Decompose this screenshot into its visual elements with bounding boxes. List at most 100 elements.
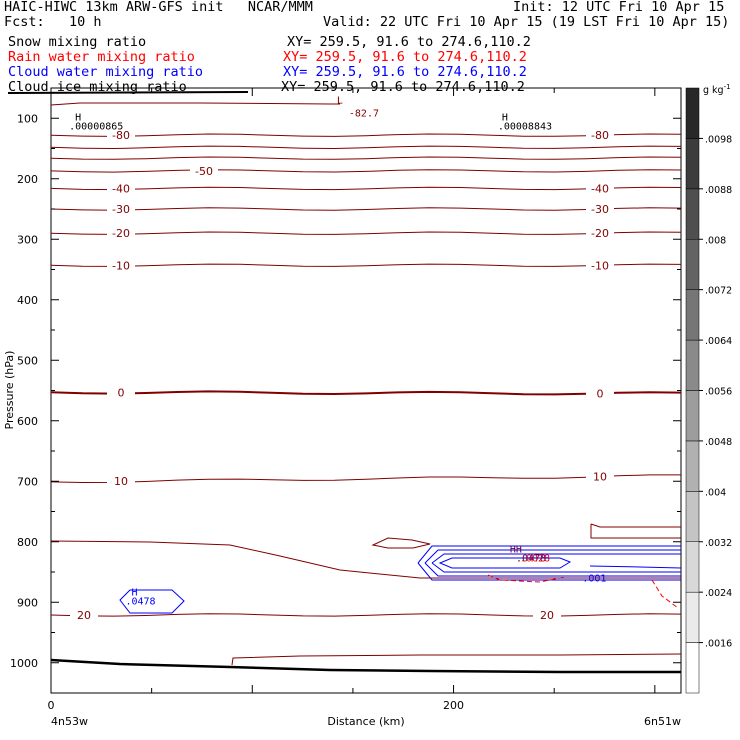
isotherm-label: -40 <box>591 182 609 195</box>
contour-annotation: .0028 <box>520 554 550 565</box>
temperature-contours: -80 -80 -50 -40 -40 -30 -30 -20 -20 -10 -10 0 0 10 10 2… <box>50 129 682 622</box>
isotherm-label: 0 <box>597 387 604 400</box>
contour-annotation: .00000865 <box>69 122 123 133</box>
isotherm-label-bg <box>586 129 614 142</box>
isotherm-label: -10 <box>591 259 609 272</box>
x-start-location: 4n53w <box>51 715 88 728</box>
colorbar-swatch <box>685 440 700 492</box>
isotherm-label: -30 <box>112 203 130 216</box>
colorbar-label: .0048 <box>705 437 732 448</box>
temperature-contour-details <box>50 102 681 579</box>
isotherm-label-bg <box>586 227 614 240</box>
contour-annotations: L-82.7H.00000865H.00008843HH.0478.0028.0… <box>69 96 606 608</box>
y-tick-label: 600 <box>17 415 38 428</box>
colorbar-swatch <box>685 339 700 391</box>
field-xy-snow: XY= 259.5, 91.6 to 274.6,110.2 <box>287 34 531 50</box>
colorbar-label: .0016 <box>705 639 732 650</box>
cloud-water-contours <box>119 545 682 614</box>
isotherm-line <box>50 613 682 617</box>
isotherm-label-bg <box>107 386 135 399</box>
forecast-hour: Fcst: 10 h <box>4 14 102 30</box>
isotherm-label-bg <box>586 387 614 400</box>
isotherm-label-bg <box>107 203 135 215</box>
valid-time: Valid: 22 UTC Fri 10 Apr 15 (19 LST Fri … <box>323 14 730 30</box>
isotherm-label: 10 <box>114 475 128 488</box>
isotherm-label: -80 <box>112 129 130 142</box>
colorbar-label: .0056 <box>705 387 732 398</box>
x-end-location: 6n51w <box>644 715 681 728</box>
near-surface-contour <box>231 653 682 666</box>
colorbar-label: .008 <box>705 235 726 246</box>
isotherm-label: 20 <box>77 609 91 622</box>
colorbar-label: .0072 <box>705 286 732 297</box>
colorbar-swatch <box>685 642 700 694</box>
contour-annotation: .00008843 <box>498 122 552 133</box>
y-axis-label: Pressure (hPa) <box>3 351 16 430</box>
isotherm-label-bg <box>190 164 218 177</box>
isotherm-line <box>50 156 682 160</box>
y-tick-label: 900 <box>17 596 38 609</box>
colorbar-label: .0098 <box>705 134 732 145</box>
isotherm-label: -50 <box>195 165 213 178</box>
colorbar-swatch <box>685 591 700 643</box>
field-xy-cloud-water: XY= 259.5, 91.6 to 274.6,110.2 <box>283 64 527 80</box>
isotherm-line <box>50 145 682 150</box>
contour-annotation: H <box>75 113 81 124</box>
colorbar-unit: g kg-1 <box>703 83 731 96</box>
init-time: Init: 12 UTC Fri 10 Apr 15 <box>513 0 725 15</box>
colorbar-swatch <box>685 289 700 341</box>
isotherm-label-bg <box>586 470 614 483</box>
x-tick-label: 200 <box>443 699 464 712</box>
isotherm-label: -30 <box>591 203 609 216</box>
colorbar-swatch <box>685 491 700 543</box>
contour-annotation: .001 <box>582 574 606 585</box>
field-name-cloud-water: Cloud water mixing ratio <box>8 64 204 80</box>
isotherm-label-bg <box>70 608 98 621</box>
colorbar-swatch <box>685 239 700 290</box>
contour-annotation: H <box>132 588 138 599</box>
isotherm-line <box>50 390 682 396</box>
terrain-line <box>50 658 681 674</box>
y-tick-label: 700 <box>17 475 38 488</box>
x-tick-label: 0 <box>48 699 55 712</box>
isotherm-line <box>50 231 682 235</box>
contour-annotation: L <box>337 96 343 107</box>
isotherm-label-bg <box>107 182 135 195</box>
isotherm-line <box>50 169 682 173</box>
y-tick-label: 300 <box>17 233 38 246</box>
isotherm-line <box>50 207 682 211</box>
contour-annotation: -82.7 <box>349 108 379 119</box>
y-tick-label: 200 <box>17 173 38 186</box>
isotherm-label-bg <box>586 203 614 215</box>
isotherm-label: 20 <box>540 609 554 622</box>
isotherm-label: -20 <box>591 227 609 240</box>
y-tick-label: 1000 <box>10 657 38 670</box>
contour-annotation: .0478 <box>125 597 155 608</box>
isotherm-label-bg <box>586 259 614 272</box>
colorbar-label: .0064 <box>705 336 732 347</box>
isotherm-label-bg <box>107 129 135 142</box>
isotherm-label-bg <box>586 182 614 195</box>
colorbar-swatch <box>685 138 700 190</box>
y-tick-label: 400 <box>17 294 38 307</box>
isotherm-label-bg <box>107 227 135 240</box>
colorbar-swatch <box>685 188 700 240</box>
colorbar-label: .004 <box>705 487 726 498</box>
isotherm-label: 0 <box>118 386 125 399</box>
isotherm-line <box>50 263 682 267</box>
y-tick-label: 100 <box>17 112 38 125</box>
cloud-ice-legend-line <box>7 91 249 94</box>
contour-annotation: H <box>502 113 508 124</box>
rain-water-contours <box>487 574 679 609</box>
isotherm-label-bg <box>107 259 135 272</box>
colorbar-swatch <box>685 87 700 139</box>
field-name-rain: Rain water mixing ratio <box>8 49 195 65</box>
isotherm-label-bg <box>107 475 135 488</box>
isotherm-label: -80 <box>591 129 609 142</box>
x-axis-label: Distance (km) <box>327 715 404 728</box>
isotherm-label-bg <box>533 608 561 621</box>
colorbar-label: .0032 <box>705 538 732 549</box>
colorbar-swatch <box>685 390 700 442</box>
